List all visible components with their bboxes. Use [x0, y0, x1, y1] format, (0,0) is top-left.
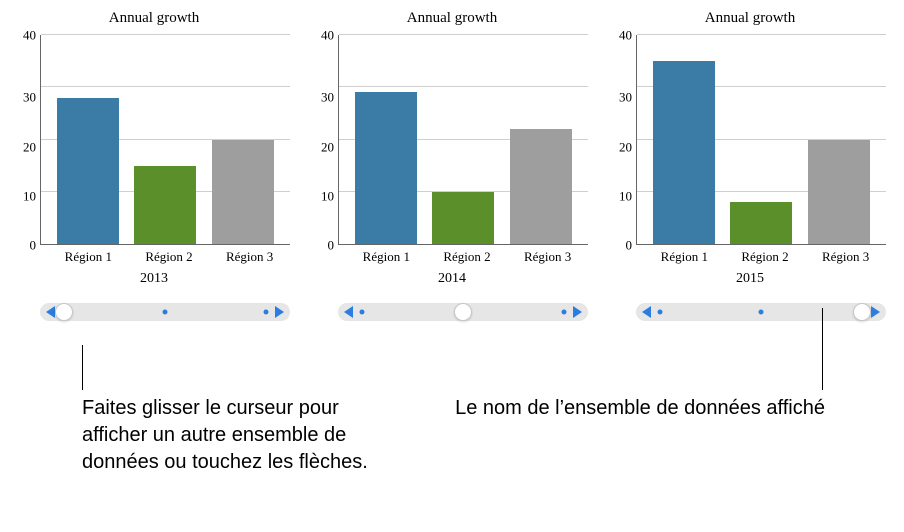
- slider-thumb[interactable]: [55, 303, 73, 321]
- y-tick: 30: [321, 91, 334, 104]
- plot-area: [338, 35, 588, 245]
- x-label: Région 2: [138, 249, 200, 265]
- slider-dots: [660, 301, 862, 323]
- dataset-slider[interactable]: [636, 301, 886, 323]
- slider-dots: [362, 301, 564, 323]
- dataset-slider[interactable]: [40, 301, 290, 323]
- slider-prev-arrow-icon[interactable]: [642, 306, 651, 318]
- y-tick: 40: [321, 29, 334, 42]
- charts-row: Annual growth 40 30 20 10 0: [0, 0, 904, 323]
- slider-dot: [562, 310, 567, 315]
- slider-dot: [360, 310, 365, 315]
- bar-region-3: [510, 129, 572, 244]
- callout-line-left: [82, 345, 83, 390]
- x-label: Région 1: [355, 249, 417, 265]
- dataset-name-label: 2014: [308, 271, 596, 287]
- y-tick: 20: [619, 140, 632, 153]
- y-tick: 10: [619, 189, 632, 202]
- y-axis: 40 30 20 10 0: [606, 35, 636, 245]
- callout-text-dataset-name: Le nom de l’ensemble de données affiché: [400, 395, 825, 422]
- chart-title: Annual growth: [606, 10, 894, 27]
- y-tick: 30: [23, 91, 36, 104]
- slider-dot: [264, 310, 269, 315]
- bar-region-2: [432, 192, 494, 244]
- slider-thumb[interactable]: [853, 303, 871, 321]
- y-tick: 40: [23, 29, 36, 42]
- y-tick: 20: [23, 140, 36, 153]
- x-label: Région 2: [436, 249, 498, 265]
- chart-2015: Annual growth 40 30 20 10 0: [606, 10, 894, 323]
- plot-area: [636, 35, 886, 245]
- plot-row: 40 30 20 10 0: [308, 35, 596, 245]
- y-tick: 30: [619, 91, 632, 104]
- x-label: Région 1: [57, 249, 119, 265]
- dataset-slider[interactable]: [338, 301, 588, 323]
- slider-next-arrow-icon[interactable]: [871, 306, 880, 318]
- slider-dot: [658, 310, 663, 315]
- y-axis: 40 30 20 10 0: [308, 35, 338, 245]
- x-axis-labels: Région 1 Région 2 Région 3: [10, 245, 298, 265]
- slider-dots: [64, 301, 266, 323]
- plot-row: 40 30 20 10 0: [10, 35, 298, 245]
- x-label: Région 3: [517, 249, 579, 265]
- callout-line-right: [822, 308, 823, 390]
- bar-region-1: [653, 61, 715, 244]
- bars: [339, 35, 588, 244]
- bars: [637, 35, 886, 244]
- y-tick: 0: [30, 239, 37, 252]
- y-tick: 0: [328, 239, 335, 252]
- y-tick: 10: [23, 189, 36, 202]
- slider-prev-arrow-icon[interactable]: [344, 306, 353, 318]
- x-axis-labels: Région 1 Région 2 Région 3: [606, 245, 894, 265]
- plot-row: 40 30 20 10 0: [606, 35, 894, 245]
- slider-dot: [163, 310, 168, 315]
- slider-dot: [759, 310, 764, 315]
- x-label: Région 1: [653, 249, 715, 265]
- bar-region-2: [134, 166, 196, 244]
- slider-thumb[interactable]: [454, 303, 472, 321]
- bar-region-1: [355, 92, 417, 244]
- dataset-name-label: 2015: [606, 271, 894, 287]
- chart-title: Annual growth: [10, 10, 298, 27]
- figure: Annual growth 40 30 20 10 0: [0, 0, 904, 532]
- y-tick: 0: [626, 239, 633, 252]
- bar-region-3: [808, 140, 870, 245]
- x-axis-labels: Région 1 Région 2 Région 3: [308, 245, 596, 265]
- x-label: Région 2: [734, 249, 796, 265]
- chart-2014: Annual growth 40 30 20 10 0: [308, 10, 596, 323]
- slider-prev-arrow-icon[interactable]: [46, 306, 55, 318]
- x-label: Région 3: [219, 249, 281, 265]
- dataset-name-label: 2013: [10, 271, 298, 287]
- chart-2013: Annual growth 40 30 20 10 0: [10, 10, 298, 323]
- bar-region-3: [212, 140, 274, 245]
- bars: [41, 35, 290, 244]
- bar-region-1: [57, 98, 119, 244]
- bar-region-2: [730, 202, 792, 244]
- chart-title: Annual growth: [308, 10, 596, 27]
- y-tick: 40: [619, 29, 632, 42]
- callout-text-slider: Faites glisser le curseur pour afficher …: [82, 395, 392, 476]
- slider-next-arrow-icon[interactable]: [573, 306, 582, 318]
- slider-next-arrow-icon[interactable]: [275, 306, 284, 318]
- y-tick: 20: [321, 140, 334, 153]
- plot-area: [40, 35, 290, 245]
- y-axis: 40 30 20 10 0: [10, 35, 40, 245]
- x-label: Région 3: [815, 249, 877, 265]
- y-tick: 10: [321, 189, 334, 202]
